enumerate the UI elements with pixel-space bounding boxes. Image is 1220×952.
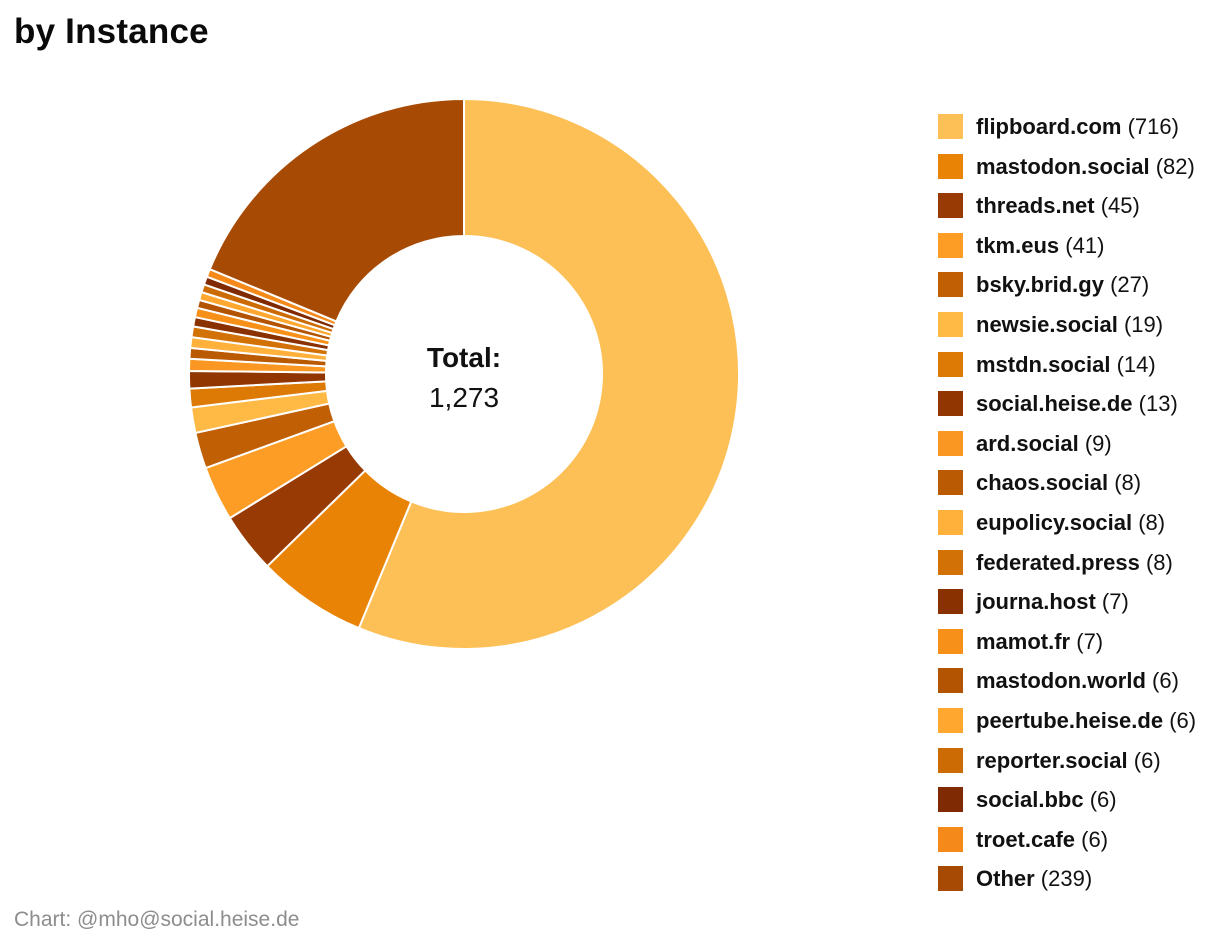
total-value: 1,273 xyxy=(428,382,500,413)
page-title: by Instance xyxy=(14,12,209,51)
legend-label-reporter-social: reporter.social (6) xyxy=(976,747,1161,773)
donut-chart xyxy=(186,96,742,652)
legend-swatch-social-bbc xyxy=(938,787,963,813)
legend-swatch-mamot-fr xyxy=(938,628,963,654)
chart-attribution: Chart: @mho@social.heise.de xyxy=(14,908,300,931)
legend-label-social-heise-de: social.heise.de (13) xyxy=(976,391,1178,417)
legend-label-federated-press: federated.press (8) xyxy=(976,549,1173,575)
legend-swatch-newsie-social xyxy=(938,311,963,337)
legend-label-threads-net: threads.net (45) xyxy=(976,193,1140,219)
legend-swatch-federated-press xyxy=(938,549,963,575)
legend-item-social-bbc: social.bbc (6) xyxy=(938,787,1196,813)
legend-swatch-journa-host xyxy=(938,589,963,615)
legend-item-newsie-social: newsie.social (19) xyxy=(938,311,1196,337)
pie-slice-other xyxy=(208,98,465,323)
donut-svg xyxy=(188,98,740,650)
legend-label-chaos-social: chaos.social (8) xyxy=(976,470,1142,496)
legend-label-newsie-social: newsie.social (19) xyxy=(976,311,1164,337)
legend-item-threads-net: threads.net (45) xyxy=(938,193,1196,219)
legend-label-social-bbc: social.bbc (6) xyxy=(976,787,1117,813)
legend-swatch-mastodon-world xyxy=(938,668,963,694)
legend-swatch-tkm-eus xyxy=(938,232,963,258)
legend-label-tkm-eus: tkm.eus (41) xyxy=(976,232,1105,258)
legend-item-tkm-eus: tkm.eus (41) xyxy=(938,232,1196,258)
legend-item-troet-cafe: troet.cafe (6) xyxy=(938,826,1196,852)
legend-item-other: Other (239) xyxy=(938,866,1196,892)
legend-swatch-threads-net xyxy=(938,193,963,219)
legend-swatch-bsky-brid-gy xyxy=(938,272,963,298)
legend-swatch-flipboard-com xyxy=(938,114,963,139)
legend-item-eupolicy-social: eupolicy.social (8) xyxy=(938,509,1196,535)
legend-swatch-troet-cafe xyxy=(938,826,963,852)
legend-swatch-social-heise-de xyxy=(938,391,963,417)
legend-label-ard-social: ard.social (9) xyxy=(976,430,1112,456)
legend-swatch-other xyxy=(938,866,963,892)
legend-label-peertube-heise-de: peertube.heise.de (6) xyxy=(976,707,1197,733)
legend-label-other: Other (239) xyxy=(976,866,1093,892)
legend-item-peertube-heise-de: peertube.heise.de (6) xyxy=(938,707,1197,733)
legend-item-mstdn-social: mstdn.social (14) xyxy=(938,351,1196,377)
legend-item-social-heise-de: social.heise.de (13) xyxy=(938,391,1196,417)
legend-swatch-mastodon-social xyxy=(938,153,963,179)
chart-legend: flipboard.com (716) mastodon.social (82) t… xyxy=(938,114,1197,892)
legend-swatch-peertube-heise-de xyxy=(938,707,963,733)
legend-swatch-mstdn-social xyxy=(938,351,963,377)
legend-label-troet-cafe: troet.cafe (6) xyxy=(976,826,1109,852)
legend-swatch-eupolicy-social xyxy=(938,509,963,535)
legend-swatch-chaos-social xyxy=(938,470,963,496)
legend-label-journa-host: journa.host (7) xyxy=(976,589,1129,615)
legend-item-reporter-social: reporter.social (6) xyxy=(938,747,1196,773)
legend-label-mastodon-world: mastodon.world (6) xyxy=(976,668,1179,694)
legend-item-mamot-fr: mamot.fr (7) xyxy=(938,628,1196,654)
legend-item-ard-social: ard.social (9) xyxy=(938,430,1196,456)
legend-item-flipboard-com: flipboard.com (716) xyxy=(938,114,1196,139)
legend-label-mamot-fr: mamot.fr (7) xyxy=(976,628,1104,654)
legend-label-flipboard-com: flipboard.com (716) xyxy=(976,114,1179,139)
legend-item-mastodon-world: mastodon.world (6) xyxy=(938,668,1196,694)
donut-center-text: Total: 1,273 xyxy=(427,338,501,418)
total-label: Total: xyxy=(426,342,502,373)
legend-item-bsky-brid-gy: bsky.brid.gy (27) xyxy=(938,272,1196,298)
legend-item-federated-press: federated.press (8) xyxy=(938,549,1196,575)
legend-item-chaos-social: chaos.social (8) xyxy=(938,470,1196,496)
legend-label-bsky-brid-gy: bsky.brid.gy (27) xyxy=(976,272,1150,298)
legend-label-mastodon-social: mastodon.social (82) xyxy=(976,153,1195,179)
legend-swatch-reporter-social xyxy=(938,747,963,773)
legend-swatch-ard-social xyxy=(938,430,963,456)
legend-label-eupolicy-social: eupolicy.social (8) xyxy=(976,509,1166,535)
pie-slice-flipboard-com xyxy=(357,98,740,650)
legend-label-mstdn-social: mstdn.social (14) xyxy=(976,351,1156,377)
legend-item-mastodon-social: mastodon.social (82) xyxy=(938,153,1196,179)
legend-item-journa-host: journa.host (7) xyxy=(938,589,1196,615)
